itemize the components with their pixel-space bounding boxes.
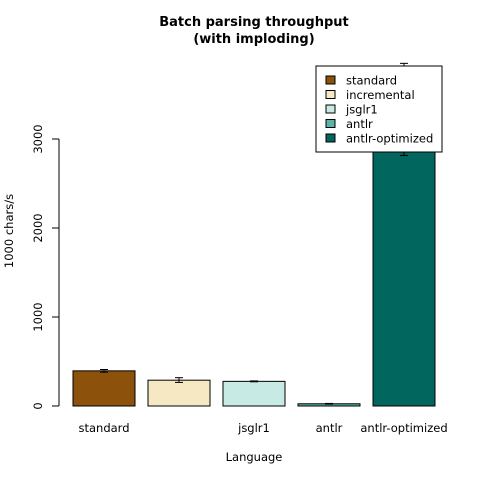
bar-jsglr1 (222, 380, 286, 407)
x-tick-label-standard: standard (78, 421, 129, 435)
y-axis: 0 1000 2000 3000 (31, 124, 60, 410)
y-tick-label: 1000 (31, 302, 45, 331)
x-tick-label-jsglr1: jsglr1 (237, 421, 270, 435)
error-bar-antlr (325, 402, 333, 405)
y-tick-label: 2000 (31, 213, 45, 242)
x-axis-label: Language (226, 450, 283, 464)
legend-label-incremental: incremental (346, 88, 415, 102)
legend-label-antlr-optimized: antlr-optimized (346, 132, 433, 146)
legend-swatch-standard (325, 75, 336, 85)
legend-box (315, 65, 443, 153)
legend-swatch-antlr-optimized (325, 133, 336, 143)
legend: standardincrementaljsglr1antlrantlr-opti… (315, 65, 443, 153)
error-bar-jsglr1 (250, 380, 258, 383)
y-axis-label: 1000 chars/s (2, 194, 16, 268)
bars (72, 102, 436, 407)
error-bar-incremental (175, 377, 183, 383)
legend-swatch-incremental (325, 90, 336, 99)
bar-standard (72, 370, 136, 407)
legend-swatch-jsglr1 (325, 104, 336, 114)
error-bar-standard (100, 369, 108, 373)
x-tick-label-antlr: antlr (316, 421, 343, 435)
legend-label-antlr: antlr (346, 117, 373, 131)
x-tick-labels: standard jsglr1 antlr antlr-optimized (78, 421, 447, 435)
y-tick-label: 0 (31, 402, 45, 409)
chart-title: Batch parsing throughput (159, 15, 349, 30)
legend-label-standard: standard (346, 74, 397, 88)
legend-swatch-antlr (325, 119, 336, 128)
y-tick-label: 3000 (31, 124, 45, 153)
legend-label-jsglr1: jsglr1 (345, 103, 378, 117)
bar-incremental (147, 379, 211, 407)
chart-subtitle: (with imploding) (193, 32, 314, 47)
x-tick-label-antlr-optimized: antlr-optimized (360, 421, 447, 435)
